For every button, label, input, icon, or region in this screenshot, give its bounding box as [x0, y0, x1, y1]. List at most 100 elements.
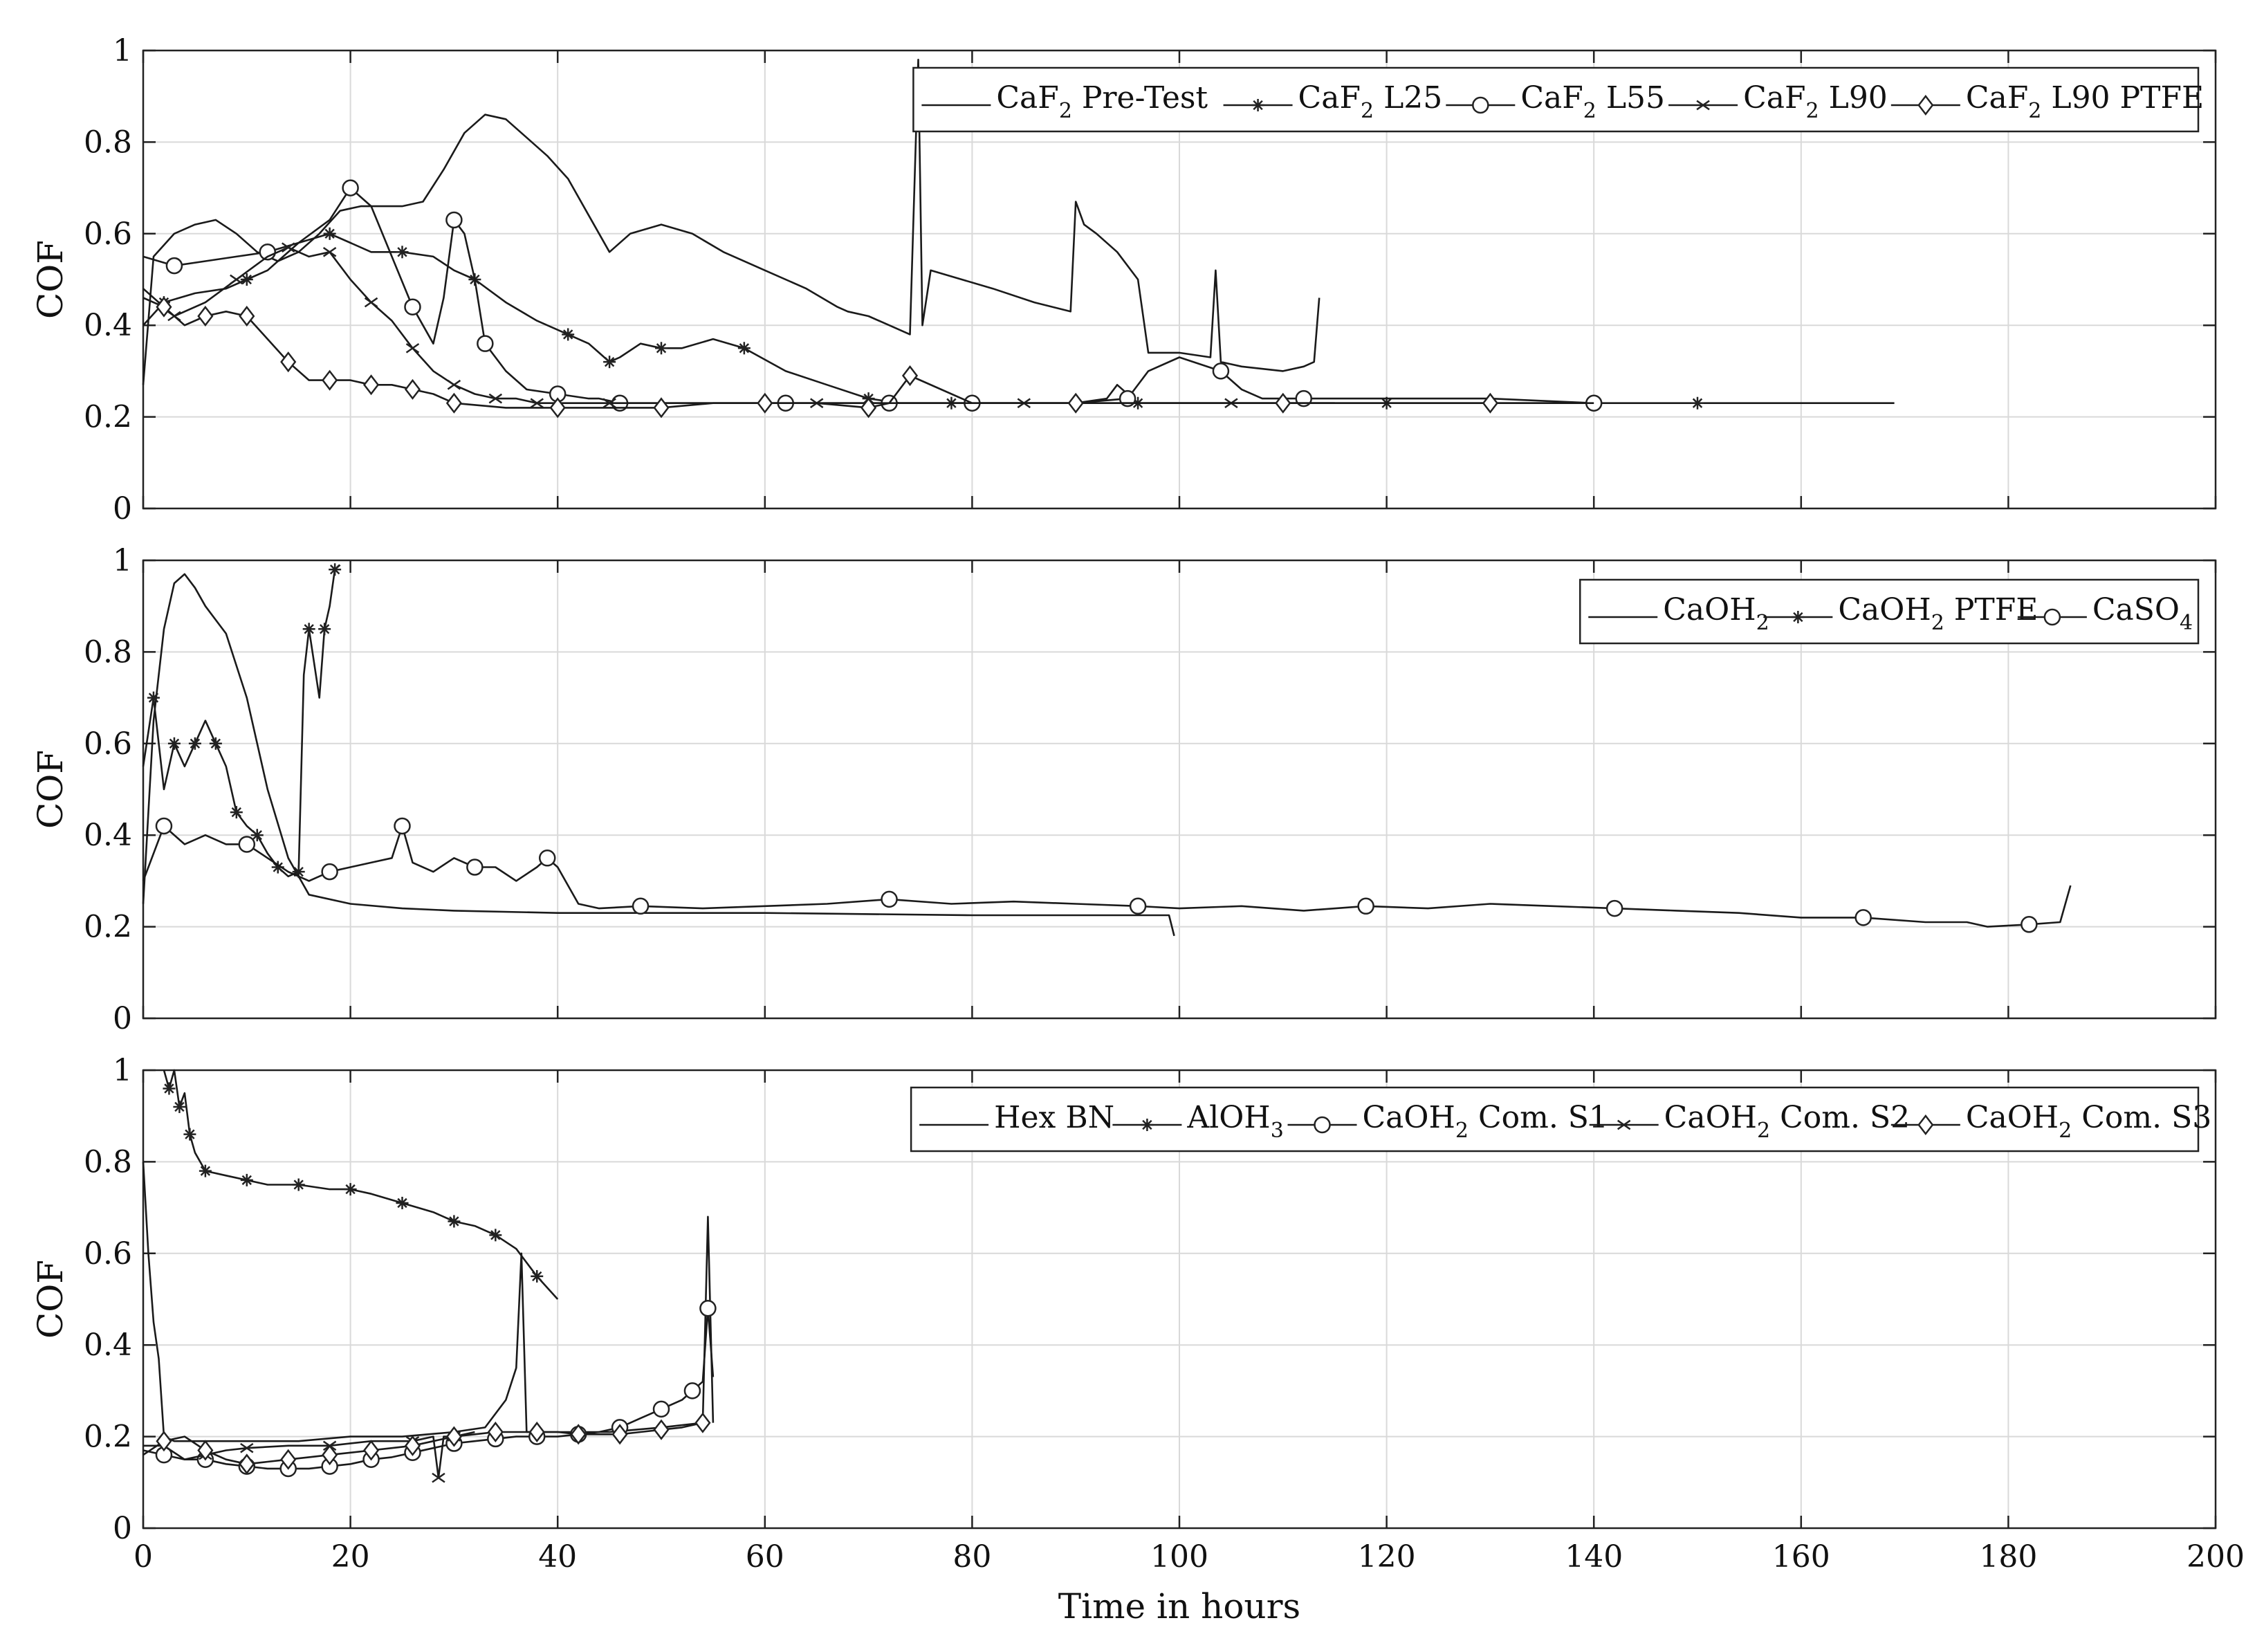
- y-tick-label: 0: [113, 1511, 132, 1546]
- legend-marker: [1141, 1119, 1154, 1131]
- series-marker-diamond: [404, 1435, 421, 1456]
- y-tick-label: 1: [113, 543, 132, 578]
- series-marker-circle: [155, 817, 173, 835]
- y-axis-title: COF: [30, 750, 71, 829]
- series-3-4: [143, 1431, 475, 1483]
- series-marker: [432, 1472, 445, 1483]
- legend: CaF2 Pre-Test CaF2 L25 CaF2 L55 CaF2 L90 CaF…: [912, 66, 2204, 133]
- series-marker: [404, 298, 421, 315]
- legend-label-rest: Pre-Test: [1072, 80, 1208, 116]
- series-marker: [344, 1183, 357, 1196]
- legend-marker: [1314, 1116, 1331, 1134]
- legend-entry: CaOH2 Com. S2: [1589, 1100, 1910, 1143]
- legend-entry: CaF2 L90 PTFE: [1890, 80, 2204, 123]
- legend-entry: CaSO4: [2017, 592, 2193, 635]
- y-tick-label: 0.6: [84, 217, 132, 252]
- series-marker: [653, 397, 670, 419]
- series-marker-s4: [532, 1271, 542, 1282]
- legend-label-subscript: 3: [1271, 1119, 1284, 1143]
- x-tick-label: 100: [1150, 1539, 1208, 1575]
- legend-label: CaF2 L25: [1298, 80, 1443, 123]
- series-marker-x2: [488, 393, 503, 404]
- series-marker-s4: [185, 1129, 195, 1139]
- series-marker-diamond: [1275, 392, 1291, 414]
- legend-label: AlOH3: [1186, 1100, 1283, 1143]
- legend-label: CaF2 L90 PTFE: [1966, 80, 2204, 123]
- series-marker-s4: [241, 274, 252, 285]
- series-marker-circle: [342, 179, 359, 196]
- series-marker: [322, 369, 338, 391]
- series-marker-s4: [656, 343, 667, 354]
- series-marker: [632, 897, 650, 915]
- chart-panel-3: 0 0.2 0.4 0.6 0.8 1 0 20 40 60 80 100 120 140 160 180 20…: [30, 1053, 2245, 1626]
- series-marker-circle: [1212, 362, 1230, 380]
- legend-label-subscript: 2: [1361, 99, 1374, 123]
- series-marker-s4: [304, 624, 314, 634]
- legend-marker: [1917, 94, 1934, 116]
- legend-entry: CaF2 Pre-Test: [921, 80, 1208, 123]
- series-marker: [280, 351, 297, 373]
- x-tick-label: 20: [331, 1539, 370, 1575]
- legend-label-rest: L90 PTFE: [2041, 80, 2204, 116]
- series-marker: [901, 365, 919, 387]
- series-marker-diamond: [362, 1440, 380, 1461]
- series-marker-diamond: [322, 1444, 338, 1466]
- series-marker-s4: [273, 862, 283, 872]
- series-marker: [292, 1178, 305, 1191]
- legend-label-base: CaF: [1743, 80, 1805, 116]
- series-marker-s4: [397, 247, 407, 257]
- series-marker: [694, 1412, 711, 1433]
- series-marker: [394, 817, 411, 835]
- series-marker-s4: [169, 738, 180, 749]
- series-marker: [757, 392, 773, 414]
- series-marker: [230, 274, 243, 285]
- x-tick-label: 140: [1565, 1539, 1623, 1575]
- series-marker: [404, 1435, 421, 1456]
- series-marker: [280, 1449, 297, 1470]
- series-marker-diamond: [487, 1421, 504, 1443]
- legend-label: CaOH2 Com. S2: [1664, 1100, 1910, 1143]
- series-line: [142, 297, 1594, 409]
- series-marker: [321, 863, 338, 881]
- series-marker-circle: [238, 836, 256, 853]
- x-tick-label: 200: [2187, 1539, 2245, 1575]
- series-marker: [1129, 897, 1147, 915]
- y-tick-label: 0.4: [84, 308, 132, 343]
- legend-label-subscript: 2: [1756, 611, 1769, 635]
- series-marker: [155, 817, 173, 835]
- y-tick-label: 0.8: [84, 634, 132, 670]
- series-marker-circle: [445, 211, 463, 229]
- series-marker: [302, 623, 315, 636]
- series-marker: [167, 737, 181, 750]
- series-marker: [653, 1419, 670, 1440]
- series-marker: [173, 1100, 186, 1113]
- legend-marker: [1917, 1114, 1934, 1136]
- series-marker-circle: [683, 1382, 701, 1399]
- series-marker: [323, 227, 336, 240]
- series-marker-x2: [602, 398, 616, 409]
- legend-box: [1579, 578, 2200, 645]
- legend-marker: [2043, 608, 2061, 626]
- series-marker-circle: [165, 257, 183, 275]
- series-marker: [1855, 909, 1872, 926]
- series-marker-circle: [321, 863, 338, 881]
- series-marker: [239, 1453, 255, 1475]
- x-tick-label: 120: [1358, 1539, 1416, 1575]
- series-marker: [603, 356, 616, 369]
- series-marker: [322, 246, 337, 257]
- legend-label-subscript: 2: [1455, 1119, 1469, 1143]
- legend-label-subscript: 2: [2059, 1119, 2072, 1143]
- series-marker: [240, 1442, 254, 1453]
- legend-marker: [1617, 1119, 1631, 1130]
- series-marker-s4: [164, 1083, 174, 1094]
- series-marker-s4: [252, 830, 262, 841]
- series-marker-s4: [1692, 398, 1703, 408]
- series-marker: [445, 1426, 462, 1447]
- legend-entry: Hex BN: [919, 1100, 1114, 1135]
- x-tick-label: 180: [1979, 1539, 2037, 1575]
- legend-marker-circle: [1472, 96, 1489, 114]
- series-marker: [488, 393, 503, 404]
- series-marker-diamond: [653, 397, 670, 419]
- series-marker: [447, 379, 461, 390]
